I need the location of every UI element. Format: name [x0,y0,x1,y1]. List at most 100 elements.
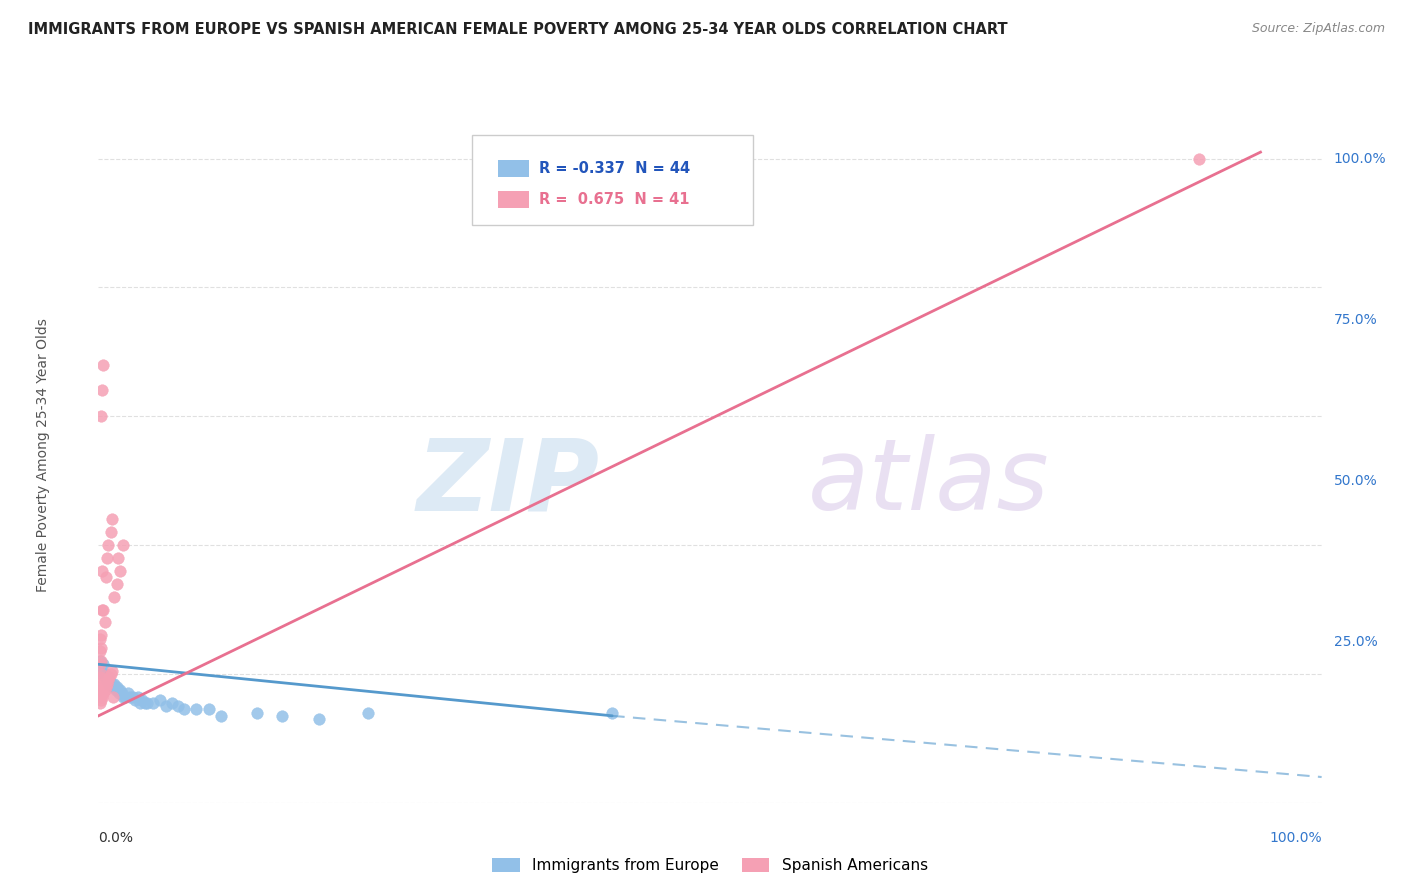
Point [134,696,156,710]
Point [93,667,115,681]
Point [97,673,120,688]
Point [100,525,122,540]
Point [167,699,190,714]
Point [100,667,122,681]
Bar [498,191,529,208]
Point [98,670,121,684]
Point [121,690,143,704]
Point [91,602,114,616]
Text: Female Poverty Among 25-34 Year Olds: Female Poverty Among 25-34 Year Olds [37,318,51,592]
Point [90,660,112,674]
Point [91,686,114,700]
Point [90,667,112,681]
Point [186,702,208,716]
Text: 75.0%: 75.0% [1334,312,1378,326]
Point [124,692,146,706]
Point [120,690,142,704]
Point [91,676,114,690]
Point [91,657,114,672]
Point [96,676,118,690]
Point [197,702,219,716]
Point [155,699,177,714]
Text: 50.0%: 50.0% [1334,474,1378,488]
Text: R = -0.337  N = 44: R = -0.337 N = 44 [538,161,690,176]
Point [89,683,111,698]
Point [127,690,149,704]
Point [136,696,159,710]
Text: 25.0%: 25.0% [1334,635,1378,648]
Point [89,696,111,710]
Point [97,673,120,688]
FancyBboxPatch shape [471,135,752,226]
Point [173,702,195,716]
Point [91,690,114,704]
Point [246,706,269,720]
Point [94,670,117,684]
Point [101,676,124,690]
Point [103,590,125,604]
Point [90,641,112,656]
Point [131,692,153,706]
Text: Source: ZipAtlas.com: Source: ZipAtlas.com [1251,22,1385,36]
Point [90,654,112,668]
Point [1188,152,1211,166]
Point [111,538,134,552]
Point [160,696,183,710]
Bar [498,160,529,178]
Point [209,708,232,723]
Point [100,676,122,690]
Point [90,628,112,642]
Point [89,654,111,668]
Text: 0.0%: 0.0% [98,830,134,845]
Point [142,696,165,710]
Point [104,683,127,698]
Point [114,690,136,704]
Point [103,676,125,690]
Point [111,686,134,700]
Point [91,564,114,578]
Point [600,706,623,720]
Text: IMMIGRANTS FROM EUROPE VS SPANISH AMERICAN FEMALE POVERTY AMONG 25-34 YEAR OLDS : IMMIGRANTS FROM EUROPE VS SPANISH AMERIC… [28,22,1008,37]
Point [110,564,132,578]
Point [129,696,152,710]
Point [89,644,111,658]
Legend: Immigrants from Europe, Spanish Americans: Immigrants from Europe, Spanish American… [486,852,934,880]
Point [101,690,124,704]
Point [111,690,134,704]
Point [97,538,120,552]
Point [270,708,294,723]
Text: 100.0%: 100.0% [1270,830,1322,845]
Point [98,676,121,690]
Text: 100.0%: 100.0% [1334,152,1386,166]
Point [149,692,172,706]
Point [89,632,111,646]
Point [90,680,112,694]
Point [101,680,124,694]
Point [93,615,115,630]
Point [91,358,114,372]
Point [117,686,139,700]
Point [308,712,330,726]
Point [94,570,117,584]
Point [89,657,111,672]
Point [91,384,114,398]
Point [96,673,118,688]
Point [93,683,115,698]
Point [90,692,112,706]
Point [110,683,132,698]
Point [105,576,128,591]
Point [101,664,124,678]
Point [105,680,128,694]
Point [90,409,112,424]
Point [91,667,114,681]
Point [96,551,118,566]
Text: R =  0.675  N = 41: R = 0.675 N = 41 [538,192,689,207]
Text: atlas: atlas [808,434,1049,532]
Point [101,512,124,526]
Text: ZIP: ZIP [418,434,600,532]
Point [89,670,111,684]
Point [91,602,114,616]
Point [94,680,117,694]
Point [107,683,129,698]
Point [108,686,131,700]
